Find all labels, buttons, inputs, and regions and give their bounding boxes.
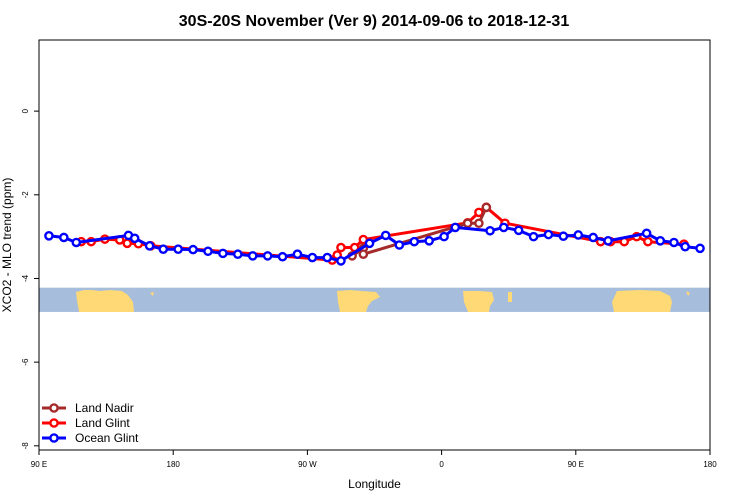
x-tick-label: 0 xyxy=(439,460,444,469)
x-tick-label: 90 E xyxy=(31,460,47,469)
land-glint-point xyxy=(122,238,133,249)
ocean-glint-point xyxy=(292,249,303,260)
ocean-glint-point xyxy=(322,252,333,263)
x-axis: 90 E 180 90 W 0 90 E 180 xyxy=(31,450,717,469)
land-mass xyxy=(508,292,512,302)
x-tick-label: 90 W xyxy=(298,460,317,469)
y-tick-label: -6 xyxy=(21,358,30,366)
legend-item-land-nadir: Land Nadir xyxy=(42,401,134,415)
chart-title: 30S-20S November (Ver 9) 2014-09-06 to 2… xyxy=(179,13,570,30)
ocean-glint-point xyxy=(439,231,449,242)
ocean-glint-point xyxy=(485,225,495,236)
land-nadir-point xyxy=(474,218,484,229)
legend-label: Ocean Glint xyxy=(75,431,139,445)
ocean-glint-point xyxy=(641,228,652,239)
land-glint-point xyxy=(643,236,653,247)
ocean-glint-point xyxy=(450,222,461,233)
legend-label: Land Glint xyxy=(75,416,130,430)
ocean-glint-point xyxy=(543,229,554,240)
y-tick-label: -2 xyxy=(21,191,30,199)
ocean-glint-point xyxy=(680,241,690,252)
land-nadir-point xyxy=(481,202,492,213)
land-mass xyxy=(612,290,672,312)
legend-marker xyxy=(49,403,59,413)
y-axis-label: XCO2 - MLO trend (ppm) xyxy=(0,178,14,313)
y-tick-label: -8 xyxy=(21,442,30,450)
ocean-glint-point xyxy=(424,236,434,246)
x-axis-label: Longitude xyxy=(348,477,401,491)
ocean-glint-point xyxy=(588,232,598,243)
ocean-glint-point xyxy=(695,243,705,254)
ocean-glint-point xyxy=(380,230,391,241)
plot-frame xyxy=(38,39,711,451)
x-tick-label: 90 E xyxy=(568,460,584,469)
x-tick-label: 180 xyxy=(703,460,717,469)
ocean-glint-point xyxy=(409,236,420,247)
ocean-glint-point xyxy=(669,237,679,248)
ocean-glint-point xyxy=(218,248,228,259)
y-tick-label: 0 xyxy=(21,108,30,113)
series-ocean-glint xyxy=(44,222,705,266)
ocean-glint-point xyxy=(307,252,318,263)
ocean-glint-point xyxy=(129,233,140,244)
ocean-glint-point xyxy=(336,256,346,266)
ocean-glint-point xyxy=(262,251,273,261)
ocean-glint-point xyxy=(364,238,375,249)
legend-marker xyxy=(49,418,59,428)
ocean-glint-point xyxy=(44,230,54,241)
ocean-glint-point xyxy=(144,241,155,251)
ocean-glint-point xyxy=(59,232,69,243)
ocean-glint-point xyxy=(71,237,82,248)
land-ocean-band xyxy=(39,287,710,312)
ocean-glint-line xyxy=(48,225,701,263)
ocean-glint-point xyxy=(188,244,198,255)
ocean-glint-point xyxy=(173,244,183,254)
ocean-glint-point xyxy=(394,240,405,250)
legend-item-land-glint: Land Glint xyxy=(42,416,130,430)
ocean-glint-point xyxy=(247,251,258,261)
ocean-glint-point xyxy=(528,231,539,242)
land-nadir-point xyxy=(462,218,473,229)
x-tick-label: 180 xyxy=(167,460,181,469)
ocean-glint-point xyxy=(513,225,524,236)
land-mass xyxy=(76,290,134,312)
legend-item-ocean-glint: Ocean Glint xyxy=(42,431,139,445)
ocean-glint-point xyxy=(655,236,666,246)
land-mass xyxy=(150,292,154,296)
ocean-glint-point xyxy=(573,230,584,240)
ocean-glint-point xyxy=(233,249,243,260)
legend-label: Land Nadir xyxy=(75,401,134,415)
ocean-glint-point xyxy=(203,246,213,257)
land-mass xyxy=(337,290,380,312)
ocean-band xyxy=(39,287,710,312)
y-axis: 0 -2 -4 -6 -8 xyxy=(21,108,39,449)
series-layer xyxy=(44,202,705,266)
ocean-glint-point xyxy=(158,244,169,254)
ocean-glint-point xyxy=(498,222,509,233)
land-nadir-point xyxy=(358,249,369,260)
legend-marker xyxy=(49,433,59,443)
ocean-glint-point xyxy=(603,236,613,246)
ocean-glint-point xyxy=(277,251,288,262)
ocean-glint-point xyxy=(558,231,569,242)
land-mass xyxy=(463,291,494,312)
land-glint-point xyxy=(336,242,346,253)
land-mass xyxy=(686,291,690,296)
y-tick-label: -4 xyxy=(21,274,30,282)
